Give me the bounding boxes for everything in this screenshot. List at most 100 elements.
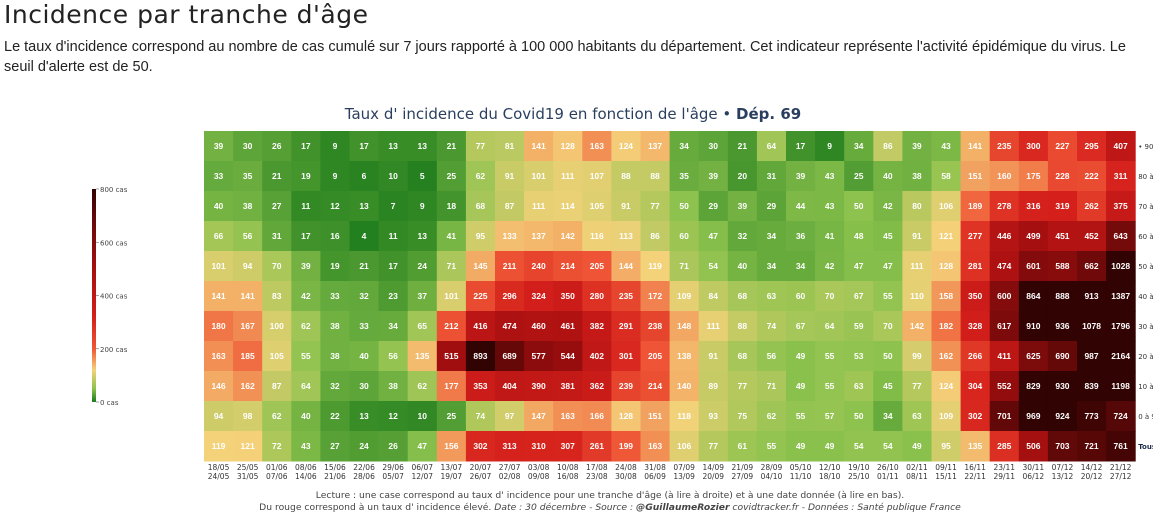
heatmap-cell-label: 313 — [502, 441, 516, 451]
heatmap-cell-label: 94 — [243, 261, 253, 271]
heatmap-cell — [407, 371, 438, 402]
heatmap-cell-label: 32 — [738, 231, 748, 241]
heatmap-cell-label: 461 — [561, 321, 575, 331]
heatmap-cell — [1106, 371, 1136, 402]
heatmap-cell-label: 68 — [738, 291, 748, 301]
heatmap-cell-label: 74 — [767, 321, 777, 331]
heatmap-cell-label: 42 — [883, 201, 893, 211]
heatmap-cell-label: 49 — [796, 351, 806, 361]
heatmap-cell-label: 56 — [388, 351, 398, 361]
x-axis-label-start: 13/07 — [441, 463, 463, 472]
heatmap-cell — [960, 161, 991, 192]
heatmap-cell-label: 67 — [854, 291, 864, 301]
heatmap-cell-label: 9 — [333, 141, 338, 151]
heatmap-cell — [553, 221, 583, 252]
heatmap-cell — [465, 221, 496, 252]
heatmap-cell-label: 285 — [997, 441, 1011, 451]
heatmap-cell — [1018, 131, 1049, 162]
heatmap-cell — [1047, 281, 1078, 312]
heatmap-cell-label: 163 — [211, 351, 225, 361]
heatmap-cell-label: 34 — [679, 141, 689, 151]
heatmap-cell-label: 382 — [590, 321, 604, 331]
heatmap-cell — [204, 341, 234, 372]
heatmap-cell — [1018, 251, 1049, 282]
heatmap-cell — [611, 251, 641, 282]
heatmap-cell-label: 689 — [502, 351, 516, 361]
heatmap-cell — [1106, 281, 1136, 312]
heatmap-cell-label: 107 — [590, 171, 604, 181]
heatmap-cell — [669, 371, 700, 402]
heatmap-cell — [407, 311, 438, 342]
heatmap-cell-label: 588 — [1055, 261, 1069, 271]
x-axis-label-start: 01/06 — [266, 463, 288, 472]
heatmap-cell-label: 662 — [1084, 261, 1098, 271]
heatmap-cell-label: 11 — [389, 231, 398, 241]
heatmap-cell — [989, 281, 1020, 312]
heatmap-cell — [320, 131, 350, 162]
heatmap-cell — [611, 161, 641, 192]
heatmap-cell-label: 89 — [709, 381, 719, 391]
heatmap-cell — [931, 281, 962, 312]
heatmap-cell — [960, 371, 991, 402]
heatmap-cell — [902, 221, 932, 252]
x-axis-label-start: 21/09 — [732, 463, 754, 472]
heatmap-cell-label: 138 — [677, 351, 691, 361]
heatmap-cell — [727, 431, 758, 462]
heatmap-cell — [1018, 281, 1049, 312]
x-axis-label-end: 05/07 — [382, 472, 404, 481]
heatmap-cell — [233, 131, 263, 162]
heatmap-cell-label: 416 — [473, 321, 487, 331]
heatmap-cell-label: 25 — [447, 411, 457, 421]
x-axis-label-start: 02/11 — [906, 463, 928, 472]
heatmap-cell — [349, 191, 380, 222]
heatmap-cell — [931, 401, 962, 432]
heatmap-cell-label: 162 — [939, 351, 953, 361]
heatmap-cell-label: 38 — [388, 381, 398, 391]
heatmap-cell — [611, 281, 641, 312]
heatmap-cell — [320, 161, 350, 192]
heatmap-cell-label: 100 — [270, 321, 284, 331]
heatmap-cell-label: 135 — [968, 441, 982, 451]
heatmap-cell — [582, 281, 612, 312]
heatmap-cell-label: 446 — [997, 231, 1011, 241]
heatmap-cell — [407, 221, 438, 252]
heatmap-cell-label: 77 — [912, 381, 922, 391]
heatmap-cell — [465, 311, 496, 342]
x-axis-label-start: 21/12 — [1110, 463, 1132, 472]
heatmap-cell-label: 278 — [997, 201, 1011, 211]
heatmap-cell — [204, 221, 234, 252]
x-axis-label-end: 31/05 — [237, 472, 259, 481]
heatmap-cell — [291, 131, 321, 162]
heatmap-cell-label: 16 — [330, 231, 340, 241]
heatmap-cell-label: 84 — [709, 291, 719, 301]
heatmap-cell — [524, 371, 554, 402]
heatmap-cell-label: 31 — [767, 171, 777, 181]
x-axis-label-start: 08/06 — [295, 463, 317, 472]
heatmap-cell — [436, 191, 467, 222]
heatmap-cell — [495, 341, 525, 372]
heatmap-cell — [756, 161, 787, 192]
heatmap-cell-label: 266 — [968, 351, 982, 361]
heatmap-cell — [524, 311, 554, 342]
heatmap-cell — [436, 401, 467, 432]
heatmap-cell-label: 353 — [473, 381, 487, 391]
heatmap-cell-label: 47 — [883, 261, 893, 271]
heatmap-cell-label: 625 — [1026, 351, 1040, 361]
heatmap-cell — [1018, 401, 1049, 432]
x-axis-label-start: 27/07 — [499, 463, 521, 472]
heatmap-cell — [844, 281, 874, 312]
heatmap-cell — [844, 401, 874, 432]
heatmap-cell — [407, 431, 438, 462]
heatmap-cell-label: 24 — [418, 261, 428, 271]
heatmap-cell — [698, 161, 729, 192]
heatmap-cell — [407, 341, 438, 372]
footer-line-2-normal: Du rouge correspond à un taux d' inciden… — [259, 502, 494, 513]
heatmap-cell-label: 116 — [590, 231, 604, 241]
heatmap-cell-label: 9 — [420, 201, 425, 211]
x-axis-label-end: 18/10 — [819, 472, 841, 481]
heatmap-cell-label: 13 — [418, 141, 428, 151]
heatmap-cell-label: 39 — [301, 261, 311, 271]
heatmap-cell — [465, 431, 496, 462]
heatmap-cell — [1018, 221, 1049, 252]
x-axis-label-end: 13/12 — [1052, 472, 1074, 481]
